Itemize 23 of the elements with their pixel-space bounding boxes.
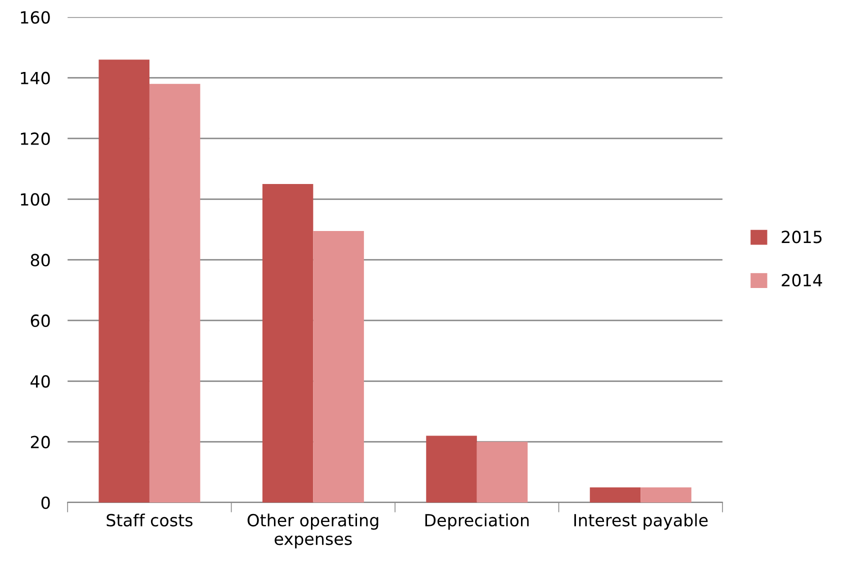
bar [590, 487, 641, 502]
legend-label: 2014 [782, 274, 822, 287]
y-tick-label: 0 [41, 496, 50, 510]
y-tick-label: 40 [30, 375, 50, 388]
bar [149, 84, 200, 502]
bar [313, 230, 364, 502]
legend-label: 2015 [782, 230, 822, 244]
bar [640, 487, 692, 502]
y-tick-label: 80 [30, 254, 50, 266]
y-tick-label: 120 [20, 132, 50, 146]
x-tick-label: Interest payable [574, 514, 708, 530]
y-tick-label: 140 [20, 72, 50, 84]
y-tick-label: 160 [20, 11, 50, 24]
y-tick-label: 60 [30, 314, 50, 328]
y-tick-label: 20 [30, 436, 50, 448]
x-tick-label: Other operating expenses [248, 514, 378, 548]
x-tick-label: Staff costs [106, 514, 192, 526]
x-tick-label: Depreciation [425, 514, 529, 530]
y-tick-label: 100 [20, 193, 50, 206]
bar [426, 436, 477, 502]
bar [98, 60, 150, 502]
bar [262, 184, 314, 502]
bar [476, 442, 528, 502]
